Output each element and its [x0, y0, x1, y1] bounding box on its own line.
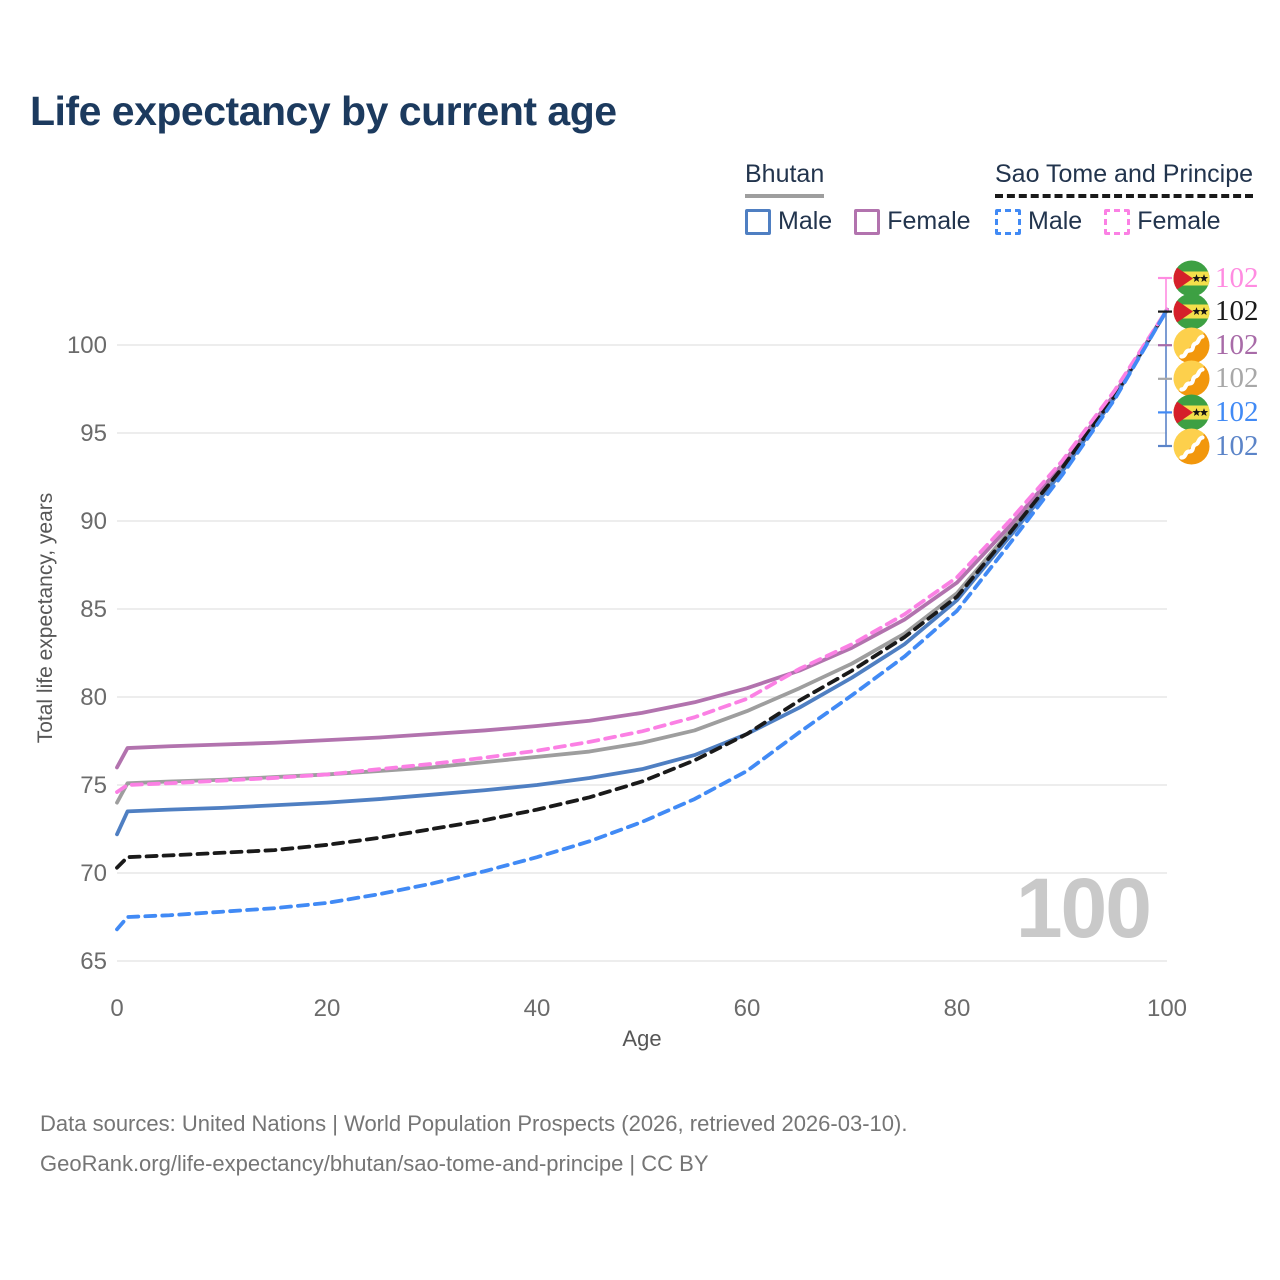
legend-item-sao-tome-female[interactable]: Female: [1104, 207, 1221, 236]
end-value-sao-tome-and-principe-female: 102: [1215, 261, 1259, 294]
legend-label-bhutan-female: Female: [887, 207, 971, 235]
legend-group-bhutan: Bhutan Male Female: [745, 160, 971, 236]
legend-item-sao-tome-male[interactable]: Male: [995, 207, 1082, 236]
series-line-bhutan-male[interactable]: [115, 307, 1169, 837]
end-label-sao-tome-and-principe-total: 102: [1173, 293, 1259, 330]
x-tick-label-80: 80: [944, 995, 971, 1022]
y-tick-label-90: 90: [80, 508, 107, 535]
y-tick-label-100: 100: [67, 332, 107, 359]
bhutan-female-swatch-icon: [854, 208, 881, 235]
end-label-bhutan-female: 102: [1173, 327, 1259, 364]
legend-label-sao-tome-female: Female: [1137, 207, 1221, 235]
series-line-sao-tome-and-principe-male[interactable]: [115, 307, 1169, 932]
legend-items-sao-tome: Male Female: [995, 207, 1253, 236]
sao-tome-and-principe-flag-icon: [1173, 260, 1210, 296]
y-tick-label-75: 75: [80, 772, 107, 799]
bhutan-flag-icon: [1173, 327, 1210, 364]
y-tick-label-70: 70: [80, 860, 107, 887]
end-value-bhutan-female: 102: [1215, 328, 1259, 361]
end-label-bhutan-male: 102: [1173, 428, 1259, 465]
sao-tome-female-swatch-icon: [1104, 208, 1131, 235]
y-axis-title: Total life expectancy, years: [34, 492, 57, 744]
legend-label-bhutan-male: Male: [778, 207, 833, 235]
legend-item-bhutan-female[interactable]: Female: [854, 207, 971, 236]
bhutan-male-swatch-icon: [745, 208, 771, 235]
series-line-bhutan-female[interactable]: [115, 307, 1169, 770]
x-axis-title: Age: [622, 1026, 662, 1051]
end-value-sao-tome-and-principe-male: 102: [1215, 395, 1259, 428]
end-label-sao-tome-and-principe-male: 102: [1173, 394, 1259, 431]
y-tick-label-65: 65: [80, 948, 107, 975]
end-label-bhutan-total: 102: [1173, 360, 1259, 397]
y-tick-label-80: 80: [80, 684, 107, 711]
bhutan-flag-icon: [1173, 428, 1210, 464]
end-label-sao-tome-and-principe-female: 102: [1173, 260, 1259, 297]
sao-tome-and-principe-flag-icon: [1173, 293, 1210, 330]
x-tick-label-60: 60: [734, 995, 761, 1022]
series-line-sao-tome-and-principe-female[interactable]: [115, 307, 1169, 794]
x-tick-label-100: 100: [1147, 995, 1187, 1022]
y-tick-label-85: 85: [80, 596, 107, 623]
x-tick-label-20: 20: [314, 995, 341, 1022]
legend-country-bhutan[interactable]: Bhutan: [745, 160, 825, 198]
legend-label-sao-tome-male: Male: [1028, 207, 1083, 235]
x-tick-label-40: 40: [524, 995, 551, 1022]
footer-data-sources: Data sources: United Nations | World Pop…: [40, 1111, 908, 1136]
legend-items-bhutan: Male Female: [745, 207, 971, 236]
footer: Data sources: United Nations | World Pop…: [40, 1104, 907, 1184]
y-tick-label-95: 95: [80, 420, 107, 447]
legend-country-sao-tome[interactable]: Sao Tome and Principe: [995, 160, 1254, 198]
footer-attribution[interactable]: GeoRank.org/life-expectancy/bhutan/sao-t…: [40, 1151, 709, 1176]
bhutan-flag-icon: [1173, 360, 1210, 397]
end-value-bhutan-male: 102: [1215, 429, 1259, 462]
sao-tome-male-swatch-icon: [995, 208, 1021, 235]
current-age-watermark: 100: [1015, 861, 1152, 955]
series-line-sao-tome-and-principe-total[interactable]: [115, 307, 1169, 870]
series-line-bhutan-total[interactable]: [115, 307, 1169, 805]
legend-item-bhutan-male[interactable]: Male: [745, 207, 832, 236]
end-value-bhutan-total: 102: [1215, 362, 1259, 395]
sao-tome-and-principe-flag-icon: [1173, 394, 1210, 431]
end-value-sao-tome-and-principe-total: 102: [1215, 295, 1259, 328]
legend-group-sao-tome: Sao Tome and Principe Male Female: [995, 160, 1254, 236]
page-title: Life expectancy by current age: [30, 88, 617, 134]
x-tick-label-0: 0: [110, 995, 123, 1022]
